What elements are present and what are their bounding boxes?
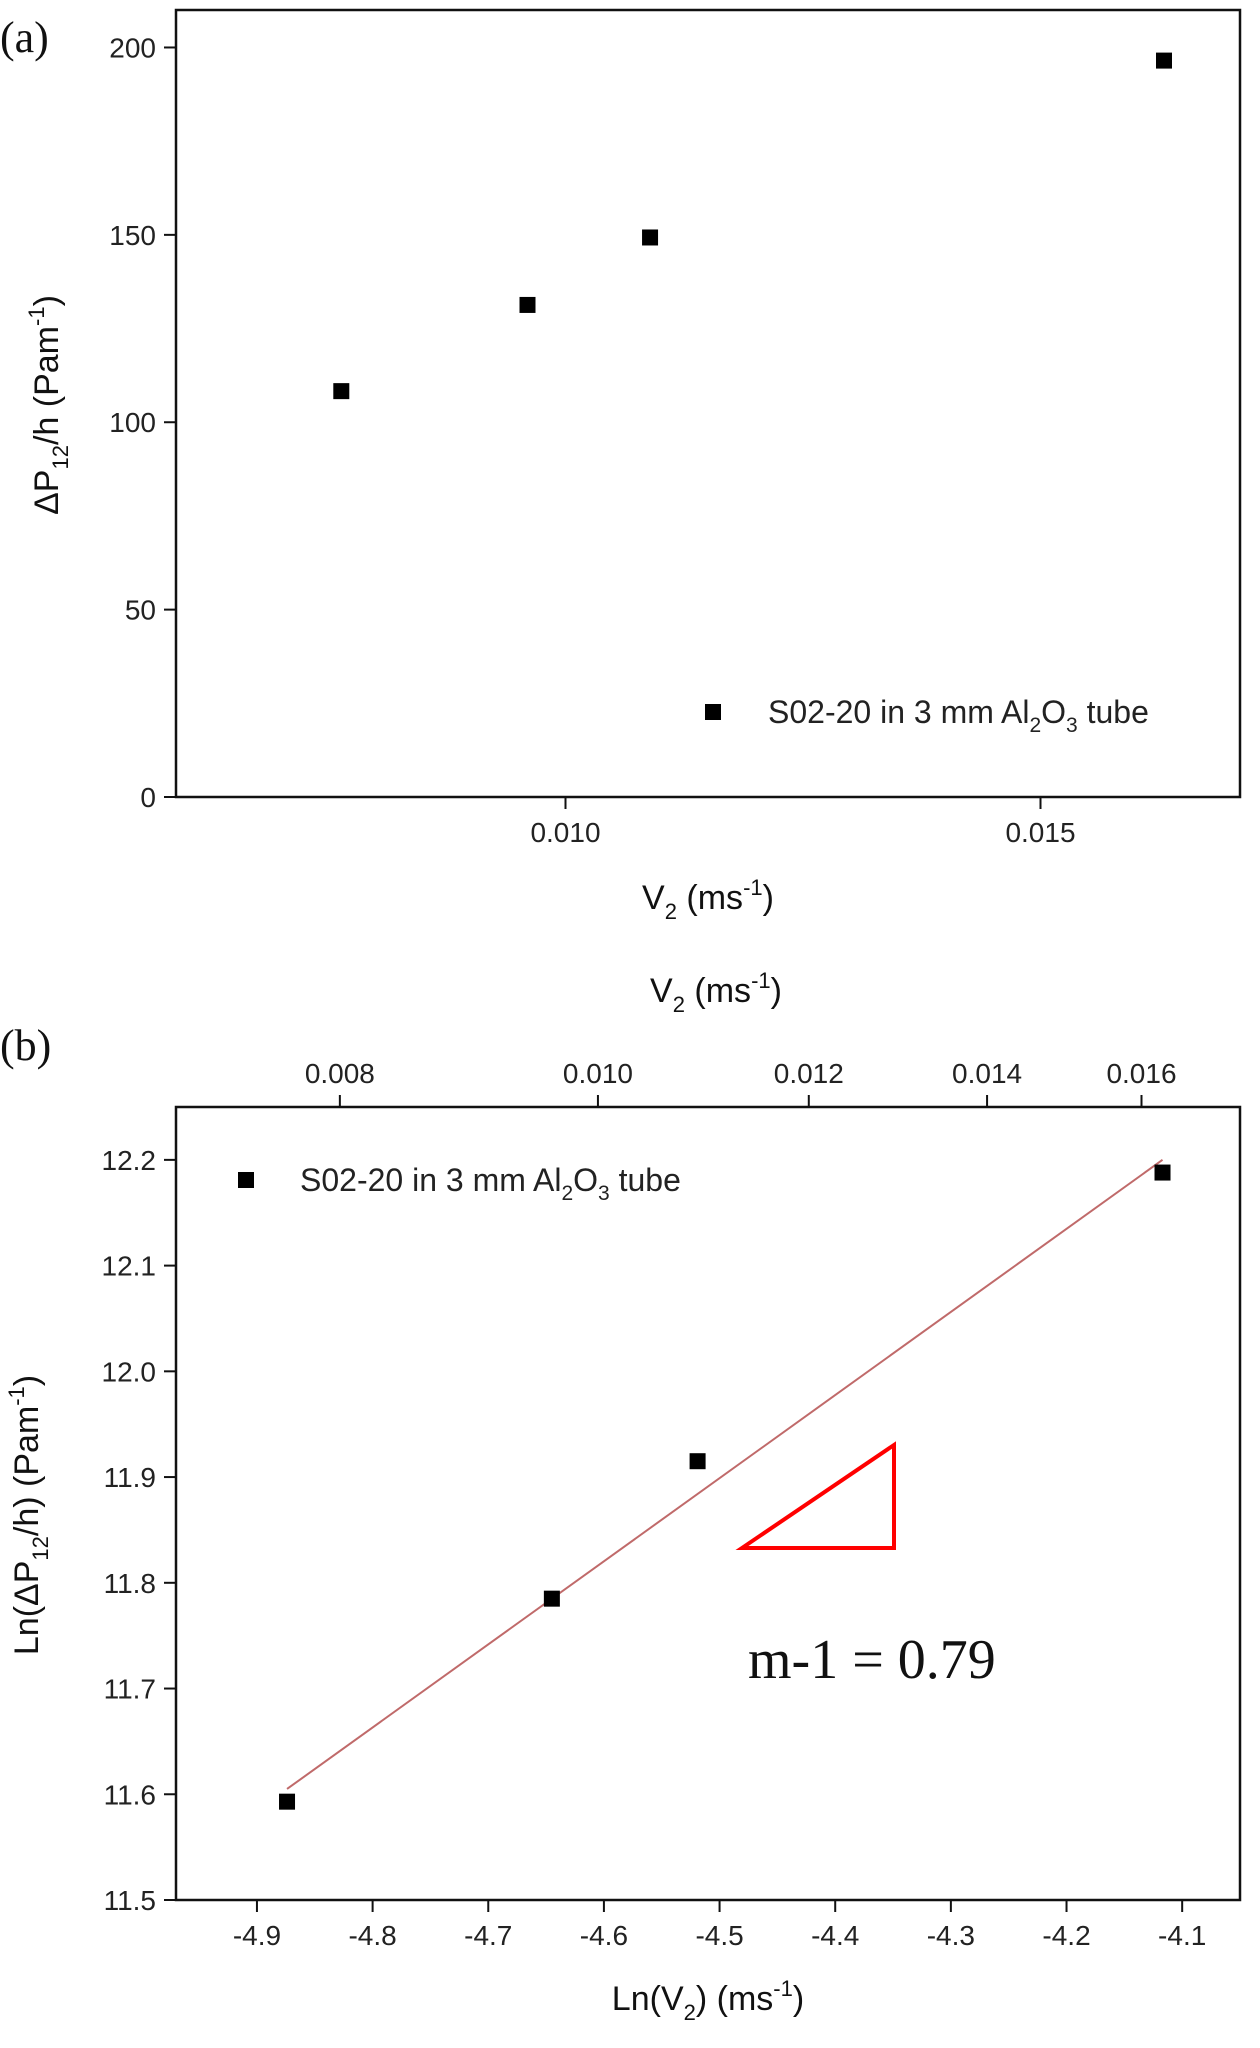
fit-line (286, 1159, 1164, 1790)
chart-a-frame (174, 8, 1242, 799)
chart-b-x-axis-title: Ln(V2) (ms-1) (612, 1976, 804, 2025)
slope-annotation: m-1 = 0.79 (748, 1629, 996, 1691)
chart-a-x-axis-title: V2 (ms-1) (642, 875, 774, 924)
y-tick-label: 11.8 (104, 1568, 156, 1599)
x-tick-label: -4.1 (1158, 1920, 1206, 1951)
x-tick-label: -4.3 (927, 1920, 975, 1951)
x-tick-label: -4.2 (1042, 1920, 1090, 1951)
top-x-tick-label: 0.016 (1106, 1058, 1176, 1089)
y-tick-label: 12.2 (102, 1145, 157, 1176)
slope-triangle (735, 1441, 896, 1550)
x-tick-label: -4.4 (811, 1920, 859, 1951)
x-tick-label: 0.015 (1005, 817, 1075, 848)
chart-b-legend-marker (238, 1172, 254, 1188)
chart-b-frame (174, 1105, 1242, 1902)
x-tick-label: -4.8 (348, 1920, 396, 1951)
chart-b-legend-label: S02-20 in 3 mm Al2O3 tube (300, 1162, 681, 1205)
data-point (543, 1590, 560, 1607)
top-x-tick-label: 0.008 (305, 1058, 375, 1089)
data-point (642, 229, 659, 246)
y-tick-label: 200 (109, 32, 156, 63)
data-point (1156, 52, 1172, 69)
data-point (279, 1793, 296, 1810)
y-tick-label: 11.6 (104, 1779, 156, 1810)
panel-a-label: (a) (0, 13, 49, 62)
chart-a: 0.010 0.015 0 50 100 150 200 V2 (ms-1) ΔP12/h… (24, 8, 1242, 924)
y-tick-label: 50 (125, 595, 156, 626)
chart-b-legend: S02-20 in 3 mm Al2O3 tube (238, 1162, 681, 1205)
data-point (333, 383, 350, 400)
y-tick-label: 0 (140, 782, 156, 813)
chart-b-top-x-ticks: 0.008 0.010 0.012 0.014 0.016 (305, 1058, 1177, 1107)
y-tick-label: 150 (109, 220, 156, 251)
chart-b-points (279, 1164, 1171, 1810)
data-point (689, 1453, 706, 1470)
y-tick-label: 100 (109, 407, 156, 438)
chart-a-legend-marker (705, 704, 721, 720)
chart-a-legend: S02-20 in 3 mm Al2O3 tube (705, 694, 1149, 737)
chart-b-y-ticks: 11.5 11.6 11.7 11.8 11.9 12.0 12.1 12.2 (102, 1145, 176, 1916)
x-tick-label: -4.9 (233, 1920, 281, 1951)
y-tick-label: 12.1 (102, 1251, 157, 1282)
y-tick-label: 11.7 (104, 1674, 156, 1705)
top-x-tick-label: 0.010 (563, 1058, 633, 1089)
x-tick-label: -4.5 (695, 1920, 743, 1951)
y-tick-label: 12.0 (102, 1356, 157, 1387)
x-tick-label: -4.6 (580, 1920, 628, 1951)
y-tick-label: 11.5 (104, 1885, 156, 1916)
chart-b: -4.9 -4.8 -4.7 -4.6 -4.5 -4.4 -4.3 -4.2 -4.1 0.0… (4, 968, 1242, 2025)
data-point (1154, 1164, 1171, 1181)
chart-a-points (333, 52, 1172, 400)
chart-b-fit-line (286, 1159, 1164, 1790)
top-x-tick-label: 0.012 (774, 1058, 844, 1089)
chart-b-x-ticks: -4.9 -4.8 -4.7 -4.6 -4.5 -4.4 -4.3 -4.2 -4.1 (233, 1900, 1206, 1951)
data-point (519, 296, 536, 313)
top-x-tick-label: 0.014 (952, 1058, 1022, 1089)
x-tick-label: -4.7 (464, 1920, 512, 1951)
chart-a-y-axis-title: ΔP12/h (Pam-1) (24, 295, 73, 515)
panel-b-label: (b) (0, 1021, 51, 1070)
chart-a-y-ticks: 0 50 100 150 200 (109, 32, 176, 813)
x-tick-label: 0.010 (530, 817, 600, 848)
chart-b-y-axis-title: Ln(ΔP12/h) (Pam-1) (4, 1375, 53, 1655)
chart-a-x-ticks: 0.010 0.015 (530, 797, 1076, 848)
chart-b-top-x-axis-title: V2 (ms-1) (650, 968, 782, 1017)
y-tick-label: 11.9 (104, 1462, 156, 1493)
chart-a-legend-label: S02-20 in 3 mm Al2O3 tube (768, 694, 1149, 737)
